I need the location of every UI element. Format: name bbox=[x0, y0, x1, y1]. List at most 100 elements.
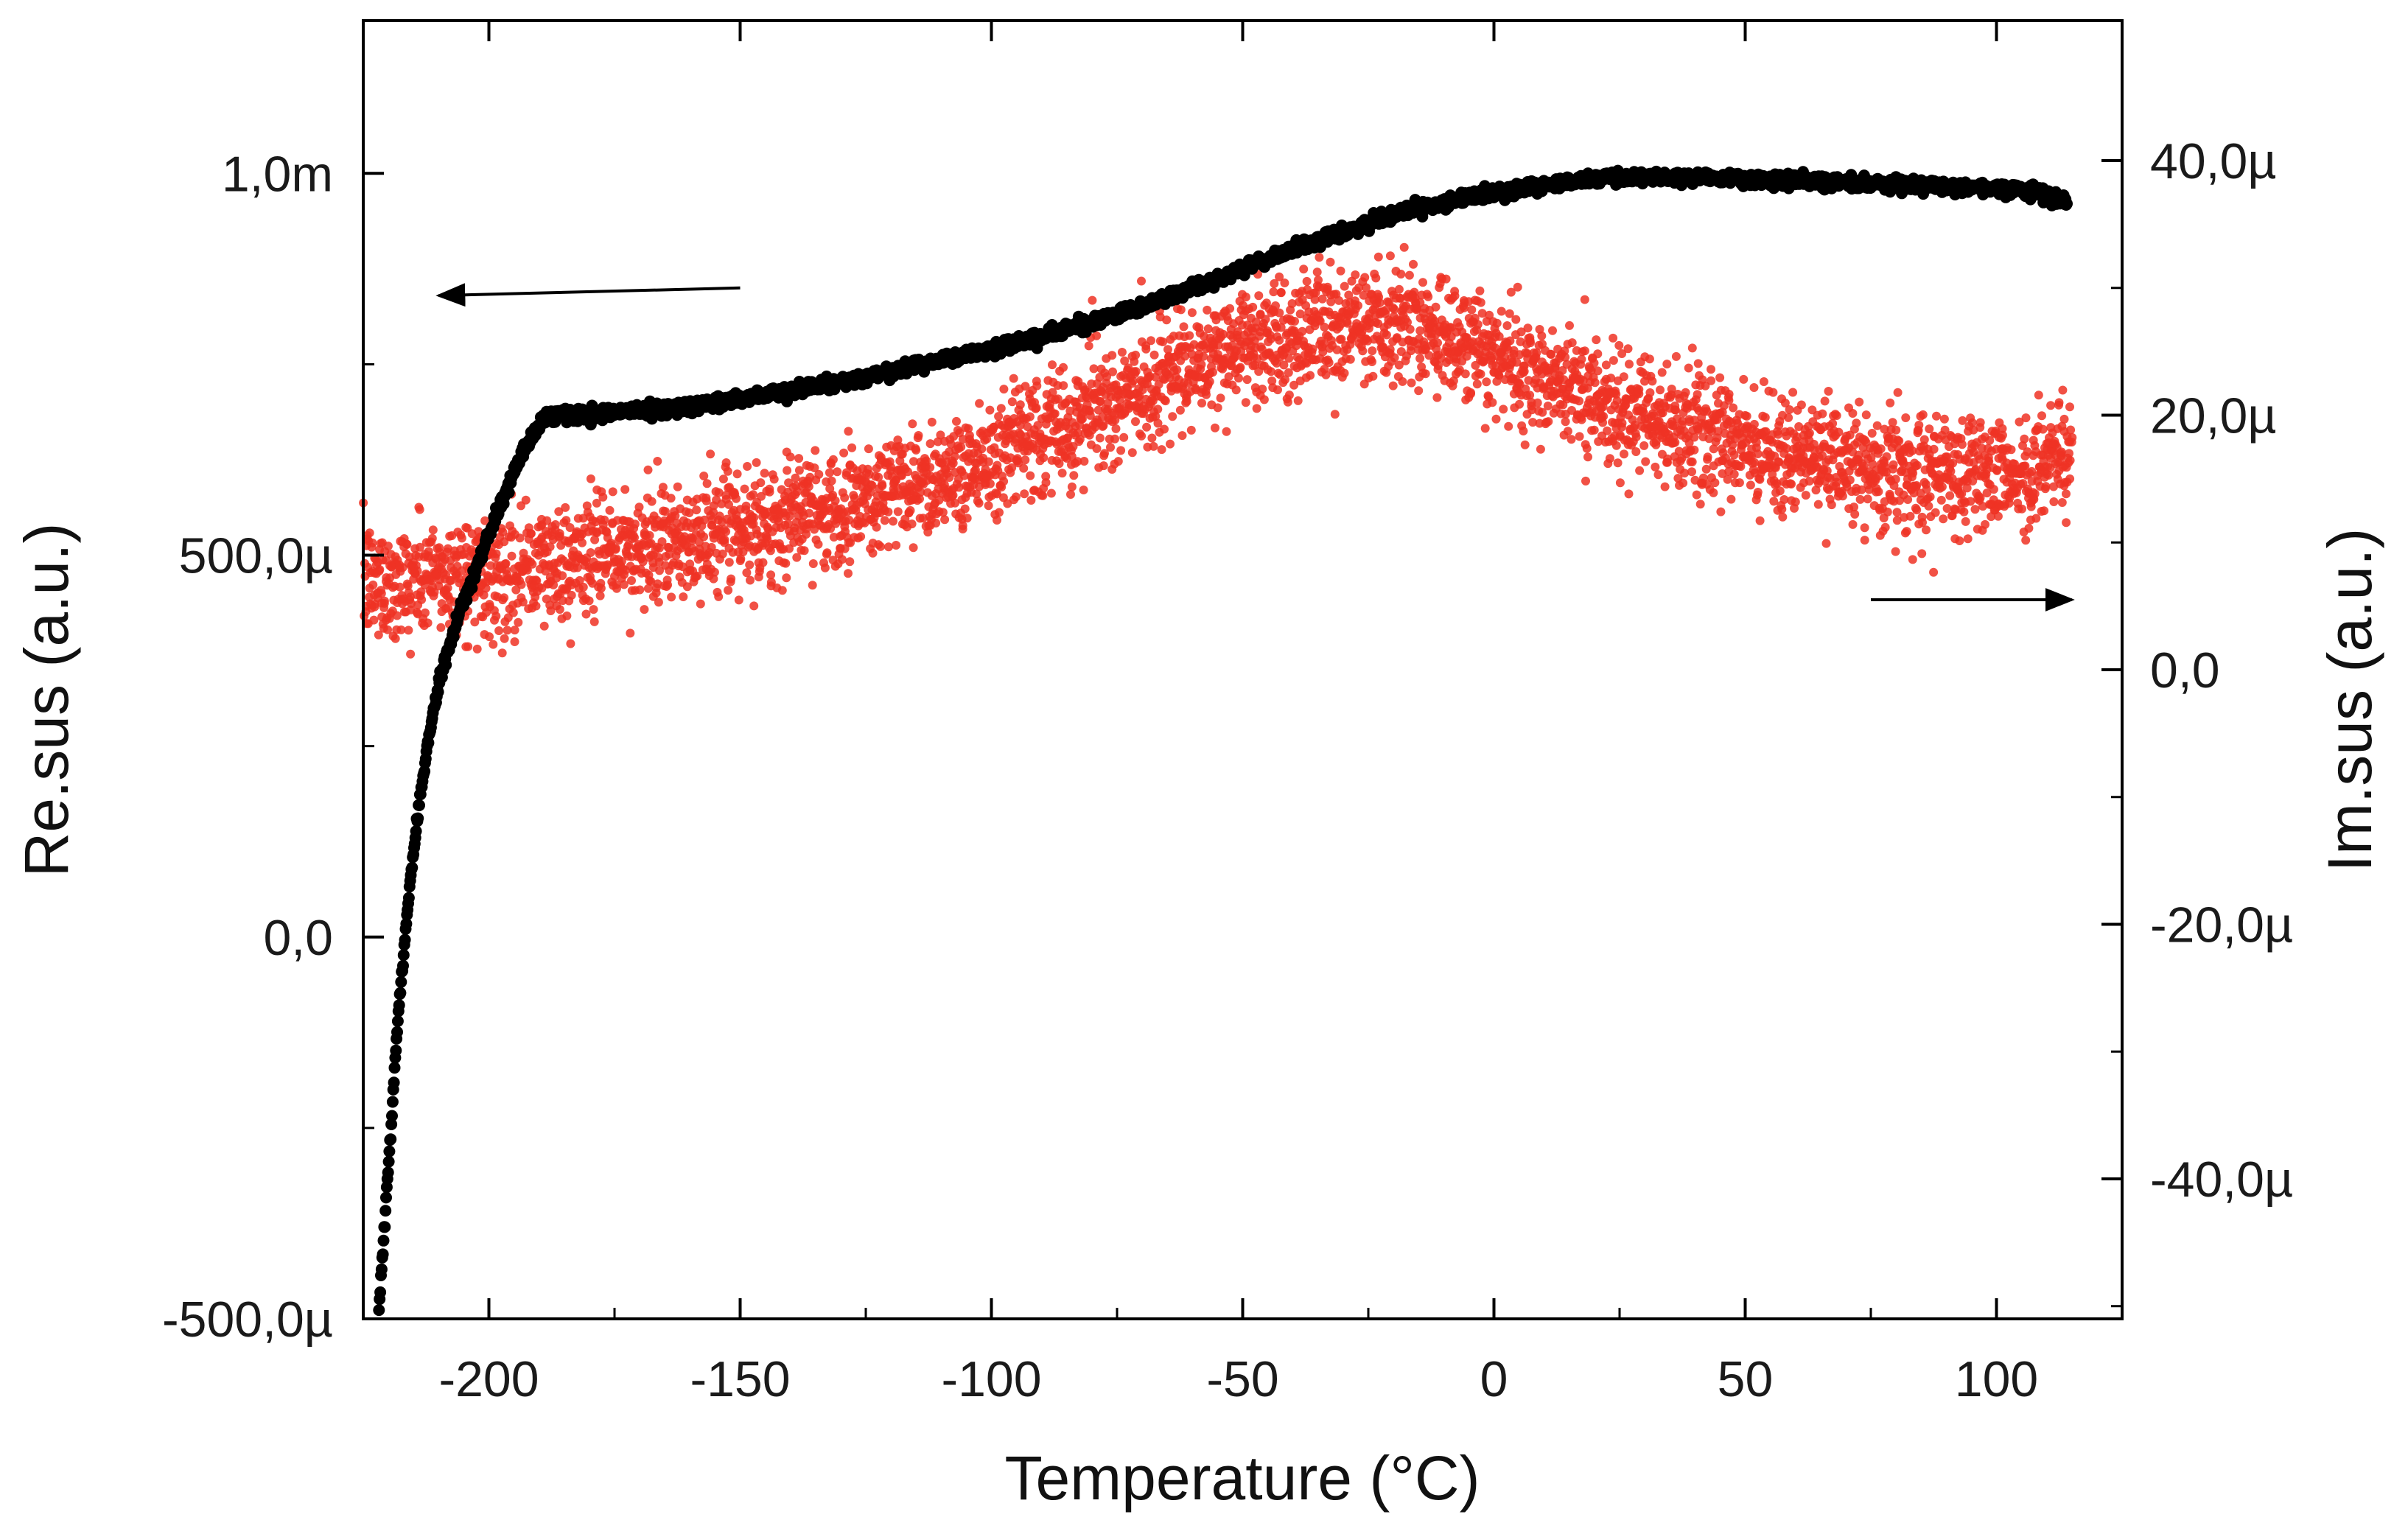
im-sus-point bbox=[828, 455, 838, 464]
im-sus-point bbox=[514, 617, 523, 627]
im-sus-point bbox=[1197, 399, 1206, 408]
im-sus-point bbox=[645, 530, 654, 540]
im-sus-point bbox=[666, 494, 676, 503]
im-sus-point bbox=[1119, 432, 1129, 442]
im-sus-point bbox=[1273, 385, 1282, 395]
im-sus-point bbox=[1234, 374, 1243, 383]
im-sus-point bbox=[463, 642, 473, 651]
im-sus-point bbox=[1418, 278, 1427, 287]
im-sus-point bbox=[2057, 498, 2067, 507]
im-sus-point bbox=[740, 484, 749, 494]
im-sus-point bbox=[573, 563, 582, 572]
im-sus-point bbox=[1525, 336, 1535, 346]
im-sus-point bbox=[825, 468, 834, 477]
im-sus-point bbox=[500, 593, 509, 603]
im-sus-point bbox=[847, 443, 857, 452]
im-sus-point bbox=[1345, 354, 1355, 364]
im-sus-point bbox=[526, 529, 536, 539]
im-sus-point bbox=[592, 498, 601, 508]
im-sus-point bbox=[1020, 489, 1029, 499]
im-sus-point bbox=[1580, 346, 1589, 356]
im-sus-point bbox=[1373, 252, 1383, 262]
re-sus-point bbox=[380, 1191, 392, 1204]
im-sus-point bbox=[1409, 259, 1418, 269]
im-sus-point bbox=[1211, 423, 1219, 432]
im-sus-point bbox=[880, 516, 889, 525]
im-sus-point bbox=[377, 589, 386, 598]
im-sus-point bbox=[1635, 466, 1645, 475]
im-sus-point bbox=[2054, 398, 2064, 407]
im-sus-point bbox=[984, 457, 993, 466]
im-sus-point bbox=[1861, 410, 1871, 420]
im-sus-point bbox=[903, 467, 912, 477]
im-sus-point bbox=[1394, 284, 1404, 294]
im-sus-point bbox=[1631, 447, 1641, 456]
im-sus-point bbox=[421, 608, 430, 617]
im-sus-point bbox=[1371, 273, 1381, 283]
im-sus-point bbox=[1796, 400, 1806, 410]
im-sus-point bbox=[1467, 305, 1477, 315]
im-sus-point bbox=[884, 542, 893, 552]
im-sus-point bbox=[2020, 434, 2029, 444]
im-sus-point bbox=[1153, 404, 1163, 414]
im-sus-point bbox=[528, 559, 537, 569]
im-sus-point bbox=[1575, 432, 1584, 441]
im-sus-point bbox=[1671, 405, 1680, 415]
im-sus-point bbox=[1639, 441, 1649, 450]
im-sus-point bbox=[909, 457, 918, 466]
im-sus-point bbox=[1599, 412, 1609, 421]
im-sus-point bbox=[1284, 390, 1294, 400]
im-sus-point bbox=[923, 528, 933, 537]
im-sus-point bbox=[1729, 469, 1739, 479]
im-sus-point bbox=[589, 605, 598, 614]
im-sus-point bbox=[2068, 432, 2077, 442]
im-sus-point bbox=[1241, 293, 1250, 302]
im-sus-point bbox=[1242, 375, 1252, 385]
im-sus-point bbox=[1306, 371, 1315, 380]
im-sus-point bbox=[934, 495, 944, 505]
im-sus-point bbox=[578, 582, 588, 592]
im-sus-point bbox=[1153, 418, 1163, 428]
im-sus-point bbox=[999, 385, 1009, 394]
im-sus-point bbox=[2037, 411, 2046, 421]
im-sus-point bbox=[783, 466, 792, 475]
im-sus-point bbox=[1746, 480, 1755, 490]
im-sus-point bbox=[402, 539, 412, 549]
im-sus-point bbox=[714, 592, 724, 601]
im-sus-point bbox=[916, 488, 925, 497]
im-sus-point bbox=[658, 483, 668, 492]
im-sus-point bbox=[1385, 345, 1395, 354]
im-sus-point bbox=[1777, 505, 1787, 514]
im-sus-point bbox=[578, 538, 587, 547]
im-sus-point bbox=[830, 496, 840, 505]
im-sus-point bbox=[1336, 266, 1345, 276]
im-sus-point bbox=[1533, 398, 1542, 407]
im-sus-point bbox=[720, 535, 729, 544]
im-sus-point bbox=[948, 491, 958, 500]
im-sus-point bbox=[472, 644, 482, 654]
im-sus-point bbox=[1589, 358, 1599, 368]
im-sus-point bbox=[1480, 424, 1490, 433]
im-sus-point bbox=[510, 626, 519, 635]
im-sus-point bbox=[2062, 518, 2071, 528]
im-sus-point bbox=[503, 626, 512, 635]
im-sus-point bbox=[1019, 463, 1029, 473]
im-sus-point bbox=[1079, 457, 1089, 466]
im-sus-point bbox=[663, 580, 673, 589]
im-sus-point bbox=[1625, 360, 1634, 369]
im-sus-point bbox=[2062, 489, 2071, 499]
im-sus-point bbox=[1149, 350, 1159, 360]
im-sus-point bbox=[972, 489, 981, 499]
im-sus-point bbox=[374, 630, 383, 640]
im-sus-point bbox=[766, 578, 776, 587]
im-sus-point bbox=[1905, 511, 1915, 521]
im-sus-point bbox=[1099, 421, 1108, 430]
im-sus-point bbox=[1248, 302, 1258, 312]
im-sus-point bbox=[1497, 307, 1506, 316]
im-sus-point bbox=[868, 548, 878, 558]
im-sus-point bbox=[1876, 444, 1886, 454]
im-sus-point bbox=[430, 587, 439, 597]
im-sus-point bbox=[1021, 382, 1030, 391]
im-sus-point bbox=[608, 487, 617, 497]
im-sus-point bbox=[1955, 536, 1964, 545]
